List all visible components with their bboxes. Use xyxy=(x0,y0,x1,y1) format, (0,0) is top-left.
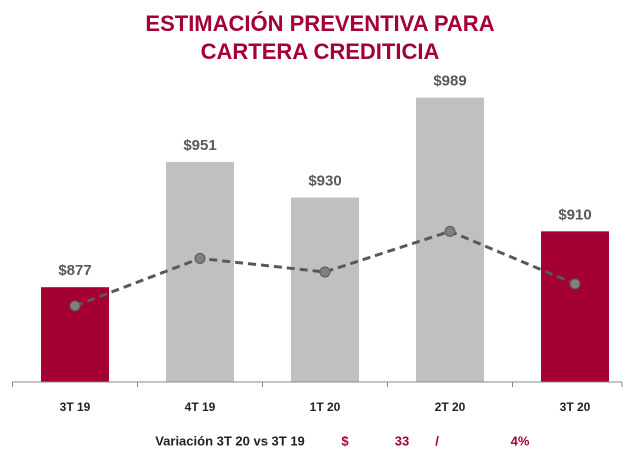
bar xyxy=(291,197,359,382)
footer-text: $ xyxy=(341,433,349,448)
value-label: $910 xyxy=(558,206,591,223)
x-tick-label: 4T 19 xyxy=(185,400,216,414)
x-tick-label: 3T 19 xyxy=(60,400,91,414)
value-label: $989 xyxy=(433,73,466,90)
line-point xyxy=(319,266,331,278)
line-point xyxy=(444,225,456,237)
value-label: $951 xyxy=(183,137,216,154)
x-tick-label: 3T 20 xyxy=(560,400,591,414)
line-point xyxy=(194,252,206,264)
footer-text: 33 xyxy=(395,433,409,448)
x-tick-label: 2T 20 xyxy=(435,400,466,414)
value-label: $877 xyxy=(58,262,91,279)
footer-text: 4% xyxy=(511,433,530,448)
line-point xyxy=(69,300,81,312)
line-point xyxy=(569,278,581,290)
footer-label: Variación 3T 20 vs 3T 19 xyxy=(155,433,305,448)
chart-title: ESTIMACIÓN PREVENTIVA PARA xyxy=(145,11,494,36)
x-tick-label: 1T 20 xyxy=(310,400,341,414)
line xyxy=(74,229,576,308)
chart-title: CARTERA CREDITICIA xyxy=(201,39,440,64)
bar xyxy=(166,161,234,382)
footer-text: / xyxy=(435,433,439,448)
value-label: $930 xyxy=(308,172,341,189)
bar xyxy=(541,231,609,382)
